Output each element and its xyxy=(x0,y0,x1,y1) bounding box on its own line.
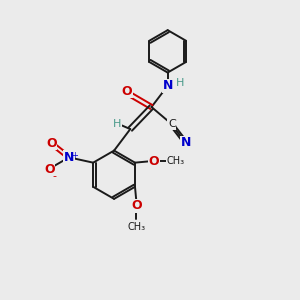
Text: +: + xyxy=(71,151,78,160)
Text: O: O xyxy=(44,163,55,176)
Text: C: C xyxy=(168,119,176,129)
Text: N: N xyxy=(64,151,74,164)
Text: O: O xyxy=(46,137,57,150)
Text: -: - xyxy=(52,171,56,181)
Text: O: O xyxy=(149,155,159,168)
Text: O: O xyxy=(131,200,142,212)
Text: N: N xyxy=(163,79,173,92)
Text: CH₃: CH₃ xyxy=(166,156,184,166)
Text: H: H xyxy=(176,79,184,88)
Text: CH₃: CH₃ xyxy=(128,222,146,232)
Text: N: N xyxy=(181,136,191,149)
Text: O: O xyxy=(122,85,132,98)
Text: H: H xyxy=(113,119,121,129)
